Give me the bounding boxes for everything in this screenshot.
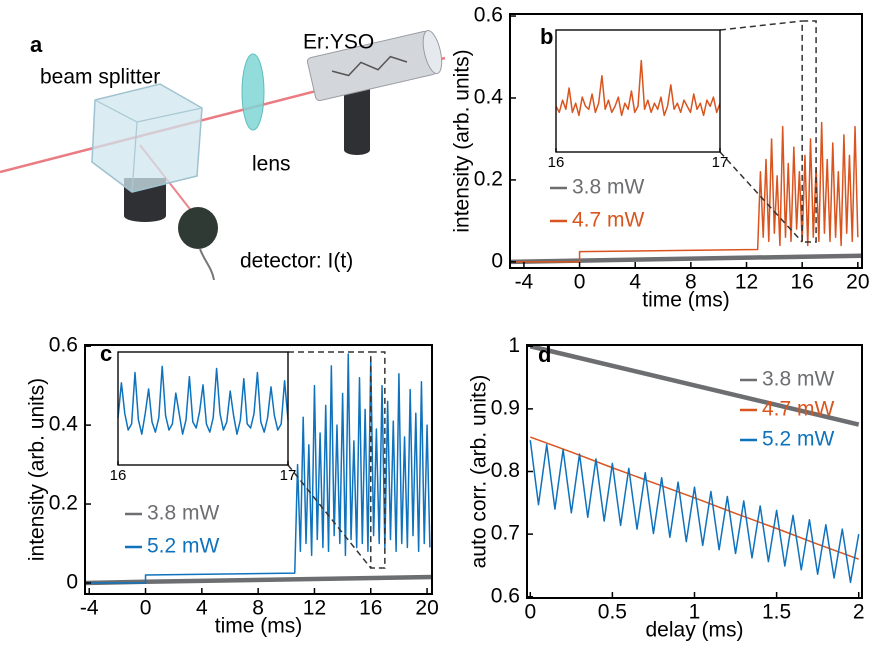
panel-label: d: [538, 342, 551, 367]
y-tick-label: 0.9: [491, 396, 520, 419]
x-tick-label: 20: [846, 271, 869, 294]
legend-label: 5.2 mW: [147, 535, 220, 558]
x-tick-label: -4: [80, 597, 99, 620]
x-tick-label: 8: [252, 597, 264, 620]
y-axis-label: intensity (arb. units): [451, 49, 474, 232]
y-tick-label: 0.2: [474, 167, 503, 190]
panel-label: b: [540, 24, 553, 49]
x-tick-label: 2: [853, 601, 865, 624]
schematic: a beam splitter Er:YSO lens detector: I(…: [0, 30, 446, 281]
crystal-texture: [331, 55, 408, 77]
legend-label: 5.2 mW: [762, 428, 835, 451]
data-line: [529, 344, 860, 427]
data-line: [529, 440, 860, 584]
inset-frame: [555, 29, 721, 153]
zoom-connector: [719, 20, 803, 31]
x-tick-label: 4: [629, 271, 641, 294]
legend-label: 4.7 mW: [572, 209, 645, 232]
y-axis-label: intensity (arb. units): [26, 378, 49, 561]
x-axis-label: delay (ms): [645, 619, 743, 642]
post: [344, 88, 370, 150]
x-tick-label: 0: [140, 597, 152, 620]
frame-outline: [509, 13, 863, 269]
y-tick-label: 0.7: [491, 522, 520, 545]
post-base: [124, 210, 166, 222]
x-tick-label: 17: [712, 154, 729, 171]
data-line: [530, 436, 859, 560]
x-tick-label: 20: [415, 597, 438, 620]
x-tick-label: 0: [524, 601, 536, 624]
y-tick-label: 0.8: [491, 459, 520, 482]
legend-label: 4.7 mW: [762, 398, 835, 421]
cube-edge: [131, 121, 138, 193]
y-tick-label: 0.6: [491, 584, 520, 607]
detector-shape: [178, 207, 218, 249]
frame-outline: [555, 29, 721, 153]
x-tick-label: 0.5: [598, 601, 627, 624]
legend-label: 3.8 mW: [572, 176, 645, 199]
x-tick-label: 1: [689, 601, 701, 624]
zoom-connector: [287, 464, 372, 569]
data-line: [85, 353, 431, 584]
zoom-box: [370, 351, 386, 569]
y-tick-label: 0.2: [49, 492, 78, 515]
component-label: detector: I(t): [240, 250, 353, 273]
detector-cable: [199, 248, 215, 281]
beam-splitter-cube: [91, 83, 203, 193]
x-tick-label: 16: [548, 154, 565, 171]
frame-outline: [117, 351, 289, 466]
post-base: [344, 145, 370, 155]
component-label: Er:YSO: [303, 31, 374, 54]
x-tick-label: 4: [196, 597, 208, 620]
x-tick-label: 1.5: [762, 601, 791, 624]
legend-label: 3.8 mW: [762, 368, 835, 391]
panel-label: a: [30, 32, 43, 57]
y-tick-label: 0: [66, 570, 78, 593]
y-tick-label: 0.6: [474, 4, 503, 27]
zoom-box: [801, 20, 817, 243]
x-tick-label: -4: [515, 271, 534, 294]
lens-shape: [241, 53, 265, 131]
component-label: lens: [252, 153, 291, 176]
inset-frame: [117, 351, 289, 466]
component-label: beam splitter: [40, 66, 160, 89]
y-tick-label: 0.6: [49, 334, 78, 357]
x-tick-label: 16: [359, 597, 382, 620]
legend-label: 3.8 mW: [147, 502, 220, 525]
zoom-connector: [719, 151, 803, 243]
x-axis-label: time (ms): [642, 289, 730, 312]
x-tick-label: 12: [735, 271, 758, 294]
y-tick-label: 1: [508, 334, 520, 357]
x-tick-label: 17: [280, 467, 297, 484]
data-line: [555, 59, 721, 117]
data-line: [510, 121, 859, 263]
x-tick-label: 12: [303, 597, 326, 620]
data-line: [117, 365, 289, 435]
y-tick-label: 0: [491, 249, 503, 272]
crystal-end: [422, 30, 443, 75]
x-tick-label: 0: [574, 271, 586, 294]
y-tick-label: 0.4: [474, 86, 504, 109]
x-tick-label: 16: [790, 271, 813, 294]
x-axis-label: time (ms): [215, 615, 303, 638]
panel-label: c: [100, 341, 112, 366]
y-axis-label: auto corr. (arb. units): [468, 375, 491, 569]
x-tick-label: 16: [110, 467, 127, 484]
y-tick-label: 0.4: [49, 413, 79, 436]
x-tick-label: 8: [685, 271, 697, 294]
crystal-shape: [306, 30, 443, 102]
